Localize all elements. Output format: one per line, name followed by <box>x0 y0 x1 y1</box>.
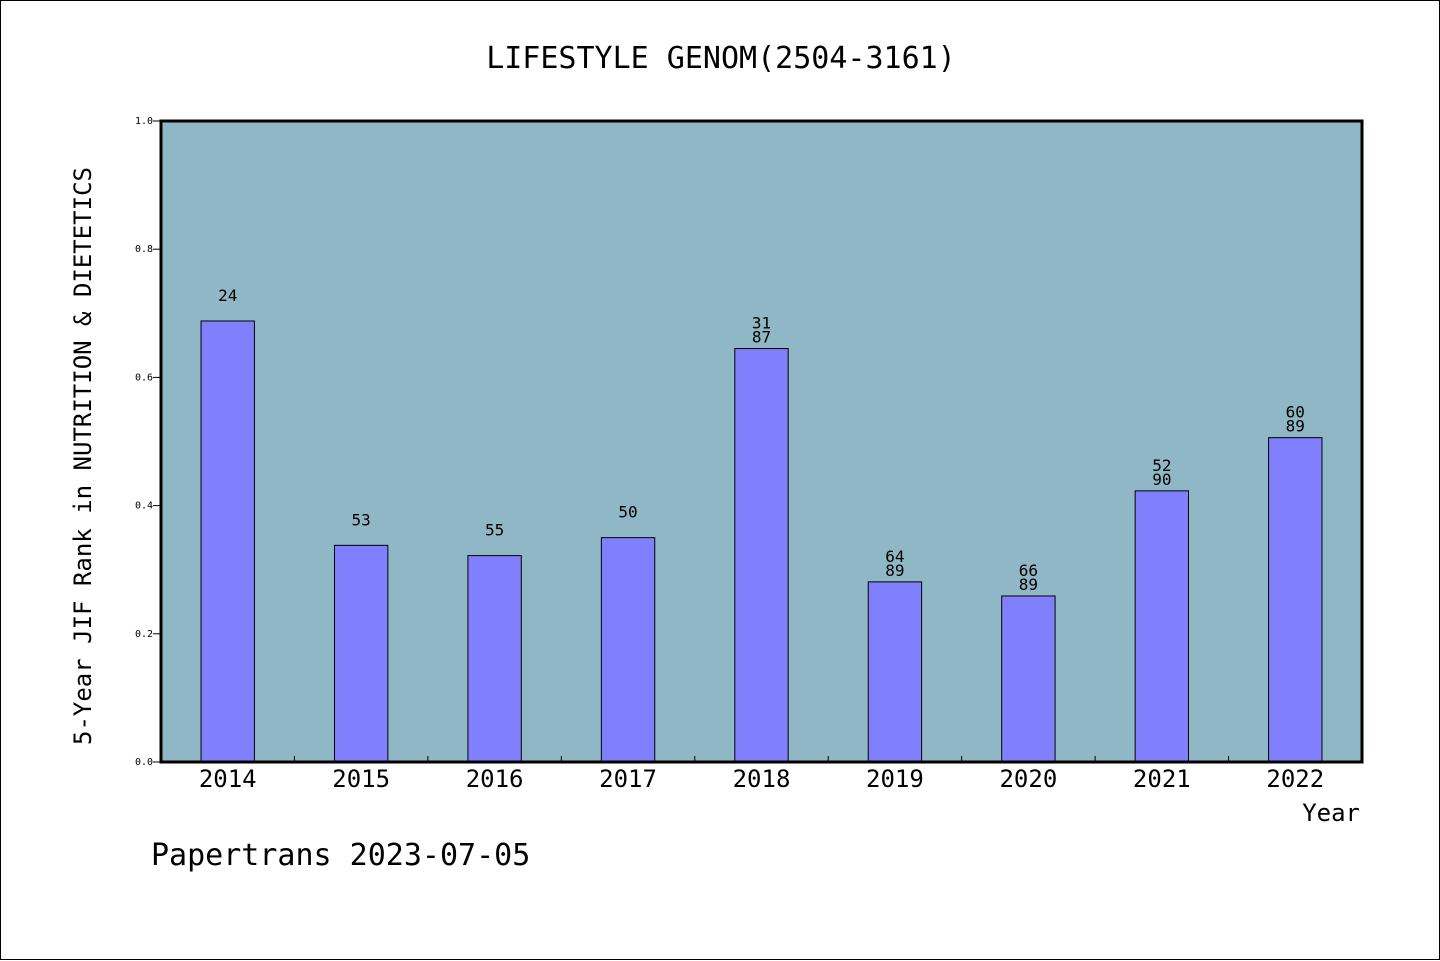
y-tick-label: 1.0 <box>135 116 153 127</box>
bar-data-label: 90 <box>1152 470 1171 489</box>
bar-data-label: 52 <box>1152 456 1171 475</box>
x-axis-label: Year <box>1302 799 1360 827</box>
bar-2014 <box>200 320 255 763</box>
footer-date: Papertrans 2023-07-05 <box>151 838 530 873</box>
x-tick-label: 2017 <box>599 765 657 793</box>
bar-data-label: 89 <box>885 561 904 580</box>
bar-2018 <box>734 348 789 763</box>
bar-2019 <box>867 581 923 763</box>
bars <box>200 320 1323 763</box>
bar-data-label: 89 <box>1286 417 1305 436</box>
bar-2020 <box>1001 595 1056 763</box>
bar-data-label: 50 <box>618 503 637 522</box>
bar-data-label: 24 <box>218 286 237 305</box>
x-tick-label: 2019 <box>866 765 924 793</box>
x-tick-label: 2018 <box>733 765 791 793</box>
y-tick-label: 0.0 <box>135 757 153 768</box>
bar-2015 <box>333 544 389 763</box>
bar-data-label: 87 <box>752 328 771 347</box>
bar-data-label: 60 <box>1286 403 1305 422</box>
bar-2021 <box>1134 490 1190 763</box>
x-tick-label: 2022 <box>1266 765 1324 793</box>
x-tick-label: 2015 <box>332 765 390 793</box>
bar-2016 <box>467 555 522 763</box>
bar-data-label: 89 <box>1019 575 1038 594</box>
bar-data-label: 31 <box>752 314 771 333</box>
y-tick-label: 0.8 <box>135 244 153 255</box>
bar-2017 <box>600 537 656 763</box>
x-tick-label: 2014 <box>199 765 257 793</box>
bar-data-label: 64 <box>885 547 904 566</box>
x-tick-label: 2020 <box>999 765 1057 793</box>
y-tick-label: 0.2 <box>135 629 153 640</box>
y-tick-label: 0.6 <box>135 372 153 383</box>
y-axis-label: 5-Year JIF Rank in NUTRITION & DIETETICS <box>69 167 97 745</box>
bar-data-label: 53 <box>352 510 371 529</box>
bar-2022 <box>1268 437 1323 763</box>
y-tick-label: 0.4 <box>135 501 153 512</box>
bar-data-label: 66 <box>1019 561 1038 580</box>
x-tick-label: 2016 <box>466 765 524 793</box>
x-tick-label: 2021 <box>1133 765 1191 793</box>
plot-border <box>159 119 1364 764</box>
y-axis: 0.0 0.2 0.4 0.6 0.8 1.0 <box>135 116 161 768</box>
bar-data-label: 55 <box>485 521 504 540</box>
x-axis: 2014 2015 2016 2017 2018 2019 2020 2021 2022 <box>199 756 1324 793</box>
chart-title: LIFESTYLE GENOM(2504-3161) <box>486 41 956 76</box>
